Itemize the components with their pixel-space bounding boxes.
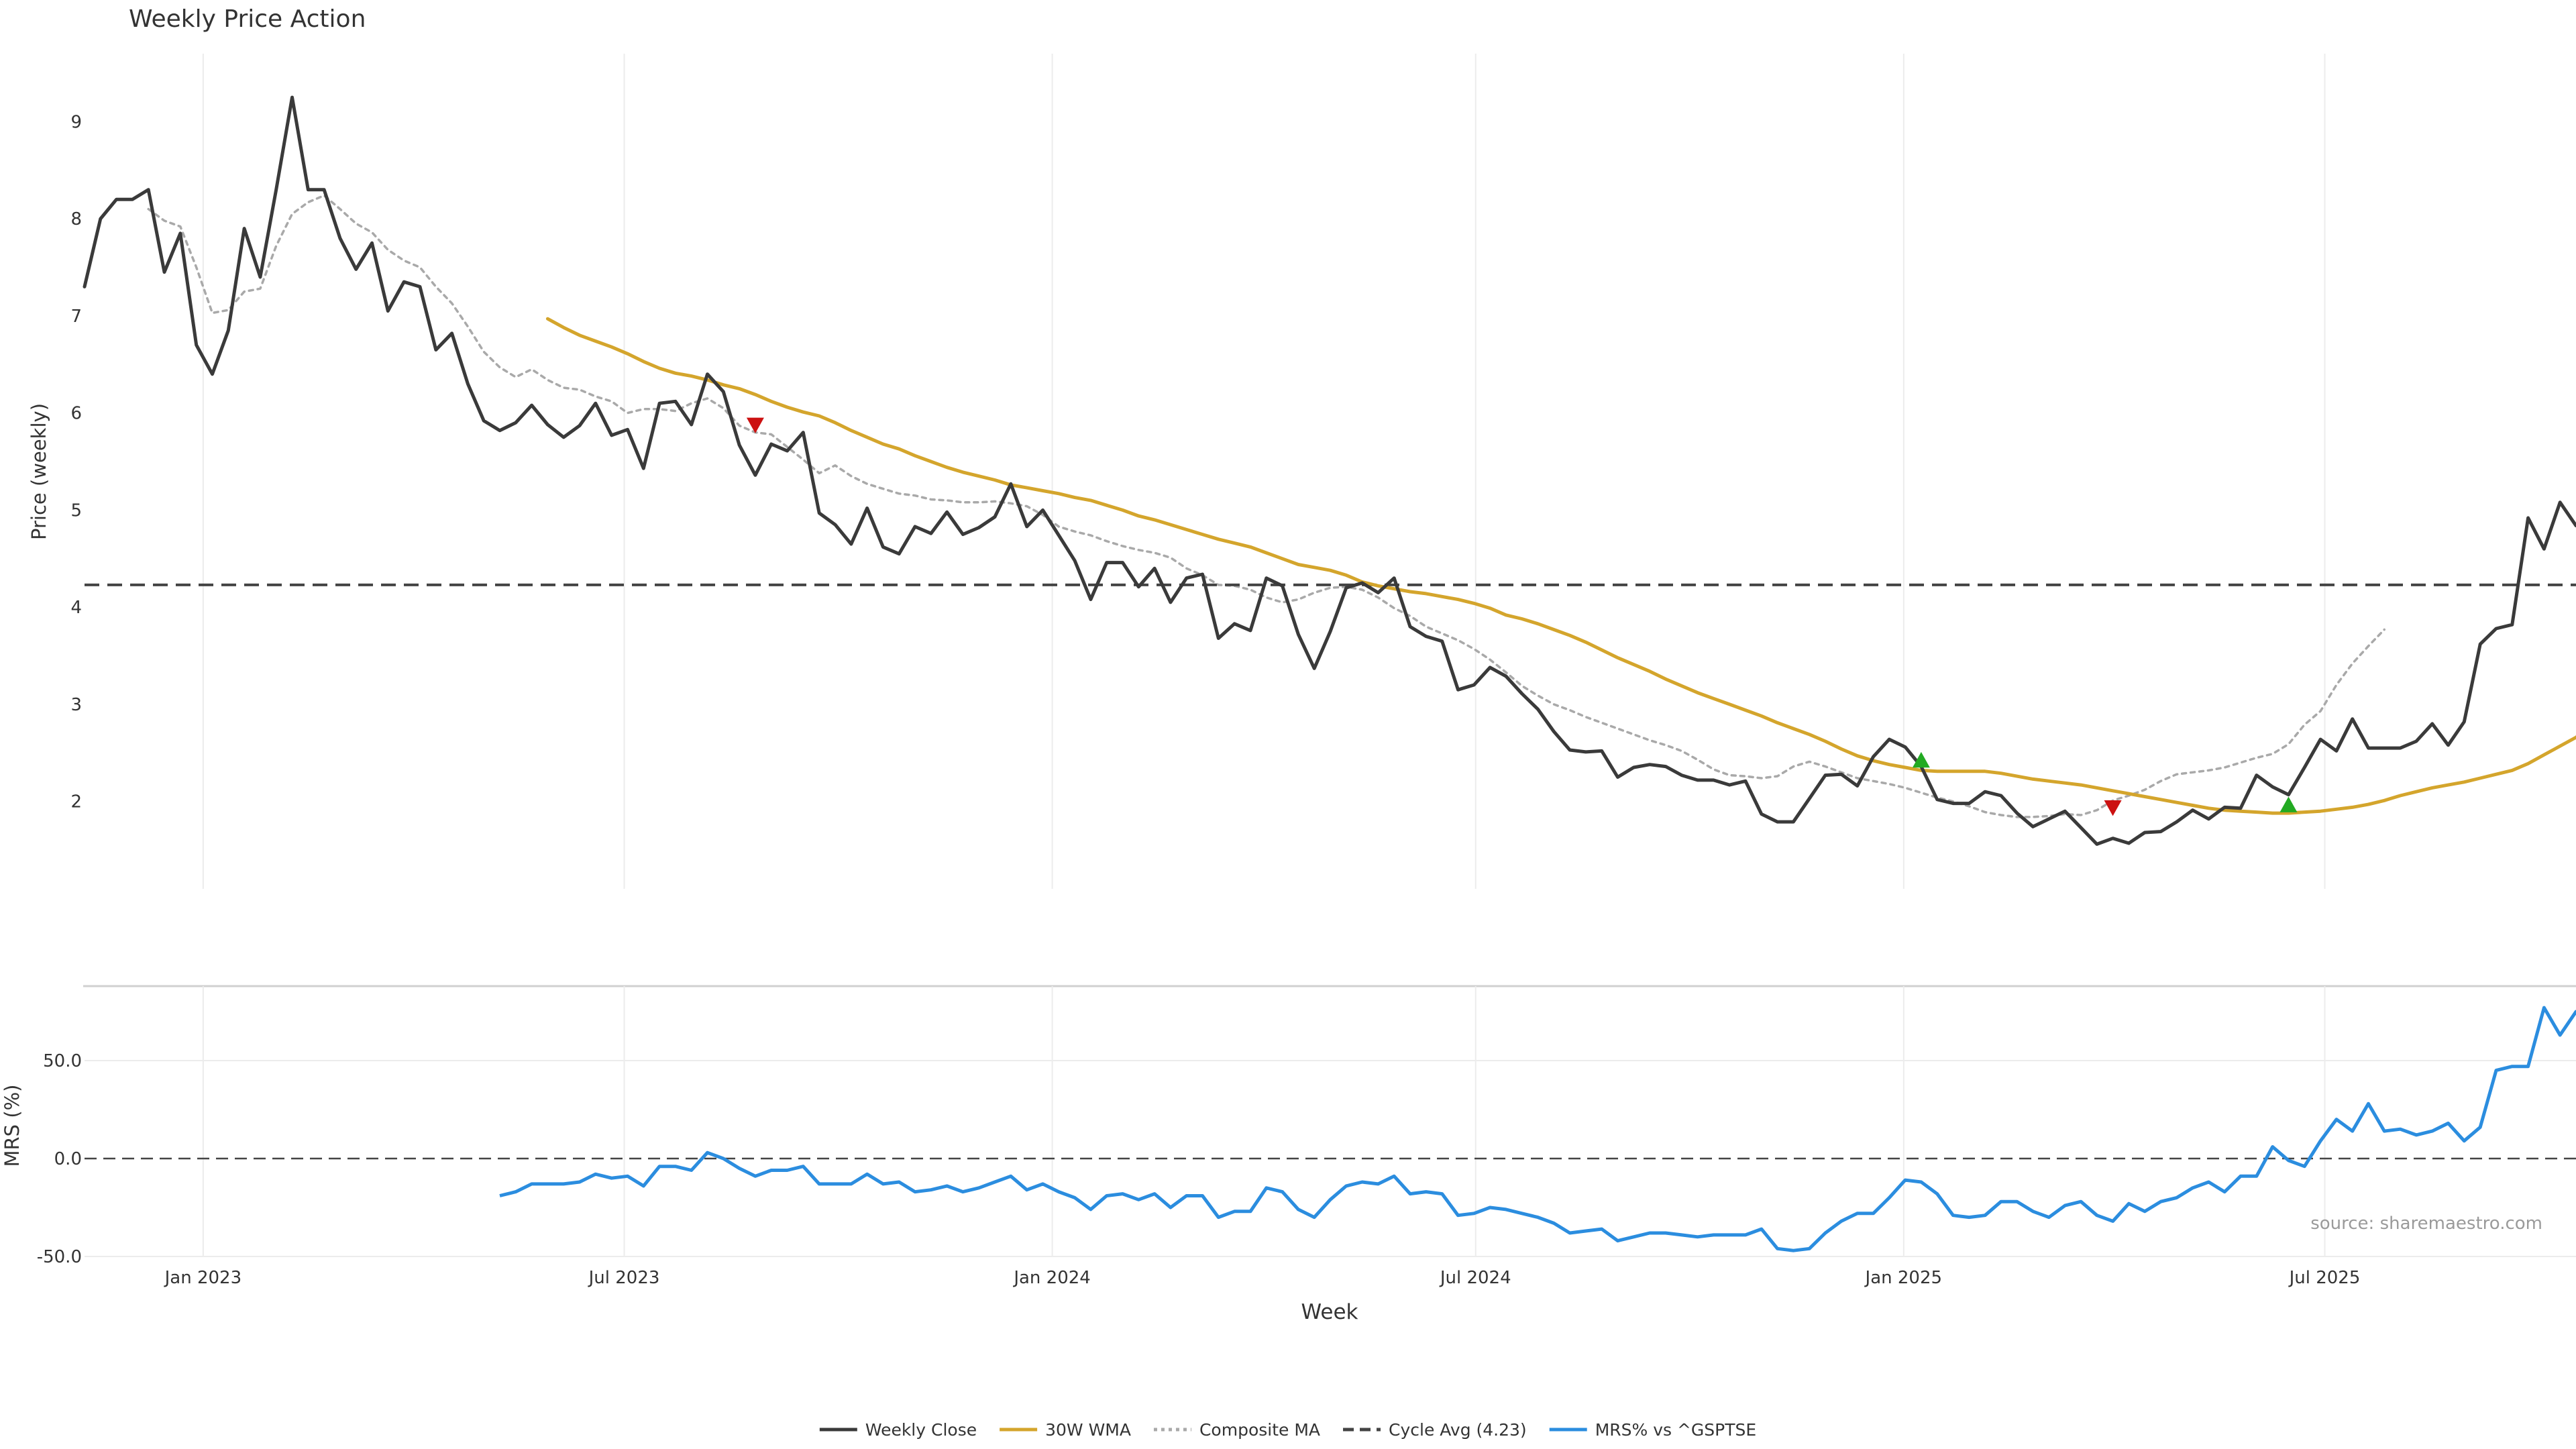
- legend-item: 30W WMA: [1000, 1420, 1131, 1440]
- mrs-y-tick-label: -50.0: [37, 1247, 82, 1267]
- x-tick-label: Jan 2024: [1012, 1268, 1091, 1288]
- signal-markers: [746, 417, 2298, 816]
- price-y-axis-label: Price (weekly): [28, 403, 50, 540]
- series-composite-ma: [147, 194, 2386, 818]
- legend-label: Cycle Avg (4.23): [1389, 1420, 1527, 1440]
- buy-signal-marker: [2279, 796, 2298, 812]
- x-axis-ticks: Jan 2023 Jul 2023 Jan 2024 Jul 2024 Jan 2025…: [164, 1268, 2361, 1288]
- price-y-tick-label: 8: [70, 209, 82, 229]
- legend-item: Weekly Close: [819, 1420, 977, 1440]
- series-30w-wma: [545, 317, 2576, 815]
- series-weekly-close: [83, 95, 2576, 846]
- x-axis-label: Week: [1301, 1300, 1358, 1324]
- mrs-y-axis-label: MRS (%): [1, 1085, 23, 1167]
- legend-item: Cycle Avg (4.23): [1343, 1420, 1527, 1440]
- price-y-tick-label: 2: [70, 792, 82, 812]
- x-tick-label: Jul 2023: [588, 1268, 660, 1288]
- mrs-series: [85, 1006, 2576, 1252]
- x-tick-label: Jul 2024: [1439, 1268, 1511, 1288]
- legend-label: Weekly Close: [865, 1420, 977, 1440]
- mrs-grid: [85, 986, 2576, 1257]
- mrs-y-tick-label: 0.0: [54, 1149, 82, 1169]
- series-mrs: [499, 1006, 2576, 1252]
- chart-title: Weekly Price Action: [129, 5, 366, 33]
- price-y-tick-label: 3: [70, 695, 82, 715]
- price-series: [83, 95, 2576, 846]
- price-y-ticks: 2 3 4 5 6 7 8 9: [70, 112, 82, 812]
- legend-label: 30W WMA: [1045, 1420, 1131, 1440]
- legend: Weekly Close 30W WMA Composite MA Cycle Avg…: [819, 1420, 1756, 1440]
- legend-item: Composite MA: [1153, 1420, 1320, 1440]
- legend-item: MRS% vs ^GSPTSE: [1549, 1420, 1756, 1440]
- sell-signal-marker: [2104, 800, 2122, 816]
- source-annotation: source: sharemaestro.com: [2310, 1214, 2542, 1234]
- price-y-tick-label: 6: [70, 404, 82, 424]
- price-y-tick-label: 9: [70, 112, 82, 132]
- x-tick-label: Jan 2025: [1864, 1268, 1943, 1288]
- mrs-y-ticks: 50.0 0.0 -50.0: [37, 1051, 82, 1267]
- mrs-y-tick-label: 50.0: [43, 1051, 82, 1071]
- buy-signal-marker: [1912, 751, 1930, 768]
- price-grid: [202, 54, 2326, 889]
- x-tick-label: Jan 2023: [164, 1268, 242, 1288]
- price-y-tick-label: 5: [70, 500, 82, 521]
- legend-label: Composite MA: [1199, 1420, 1320, 1440]
- price-panel: Weekly Price Action Price (weekly) 2 3 4 5 6…: [28, 5, 2576, 889]
- x-tick-label: Jul 2025: [2288, 1268, 2361, 1288]
- legend-label: MRS% vs ^GSPTSE: [1595, 1420, 1756, 1440]
- sell-signal-marker: [746, 417, 764, 434]
- price-y-tick-label: 7: [70, 307, 82, 327]
- mrs-panel: MRS (%) 50.0 0.0 -50.0 source: sharemaestr…: [1, 985, 2576, 1324]
- price-y-tick-label: 4: [70, 598, 82, 618]
